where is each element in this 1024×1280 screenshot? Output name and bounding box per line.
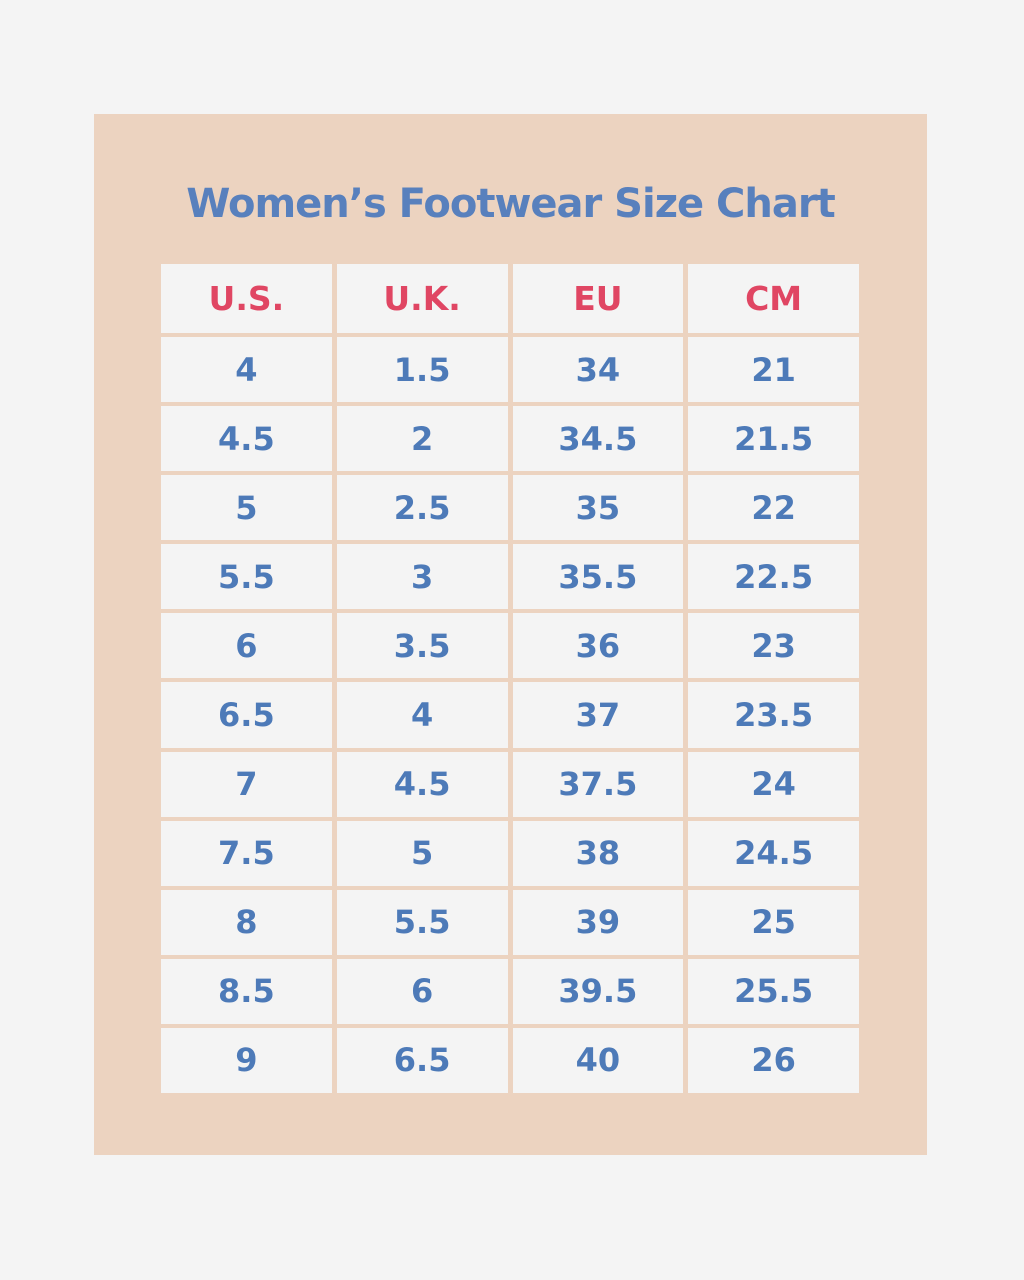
table-cell-us: 6 [161,613,332,679]
table-cell-eu: 40 [512,1027,684,1093]
chart-title: Women’s Footwear Size Chart [186,181,835,227]
table-cell-eu: 36 [512,613,684,679]
table-cell-uk: 4 [336,682,508,748]
table-cell-us: 7.5 [161,820,332,886]
table-cell-uk: 6 [336,958,508,1024]
table-cell-us: 4.5 [161,406,332,472]
table-cell-eu: 37 [512,682,684,748]
table-cell-eu: 34.5 [512,406,684,472]
table-cell-eu: 38 [512,820,684,886]
table-cell-cm: 23 [688,613,859,679]
table-cell-uk: 4.5 [336,751,508,817]
table-cell-cm: 26 [688,1027,859,1093]
size-table: U.S. U.K. EU CM 4 1.5 34 21 4.5 2 34.5 21.5 5 2.5 35 22… [161,264,859,1093]
table-cell-uk: 6.5 [336,1027,508,1093]
table-cell-eu: 35 [512,475,684,541]
size-chart-card: Women’s Footwear Size Chart U.S. U.K. EU CM… [94,114,927,1155]
table-cell-eu: 39 [512,889,684,955]
table-cell-us: 7 [161,751,332,817]
column-header-us: U.S. [161,264,332,333]
table-cell-cm: 22 [688,475,859,541]
column-header-uk: U.K. [336,264,508,333]
table-cell-cm: 23.5 [688,682,859,748]
table-cell-uk: 2 [336,406,508,472]
table-cell-us: 9 [161,1027,332,1093]
table-cell-uk: 1.5 [336,337,508,403]
table-cell-us: 8.5 [161,958,332,1024]
table-cell-eu: 35.5 [512,544,684,610]
table-cell-eu: 39.5 [512,958,684,1024]
table-cell-uk: 5 [336,820,508,886]
table-cell-uk: 2.5 [336,475,508,541]
table-cell-cm: 21 [688,337,859,403]
table-cell-eu: 34 [512,337,684,403]
table-cell-cm: 24.5 [688,820,859,886]
table-cell-us: 6.5 [161,682,332,748]
column-header-cm: CM [688,264,859,333]
table-cell-us: 5 [161,475,332,541]
column-header-eu: EU [512,264,684,333]
table-cell-cm: 24 [688,751,859,817]
table-cell-us: 8 [161,889,332,955]
table-cell-uk: 3 [336,544,508,610]
table-cell-cm: 25 [688,889,859,955]
table-cell-cm: 25.5 [688,958,859,1024]
table-cell-us: 4 [161,337,332,403]
table-cell-us: 5.5 [161,544,332,610]
table-cell-cm: 22.5 [688,544,859,610]
table-cell-eu: 37.5 [512,751,684,817]
table-cell-uk: 5.5 [336,889,508,955]
table-cell-cm: 21.5 [688,406,859,472]
table-cell-uk: 3.5 [336,613,508,679]
